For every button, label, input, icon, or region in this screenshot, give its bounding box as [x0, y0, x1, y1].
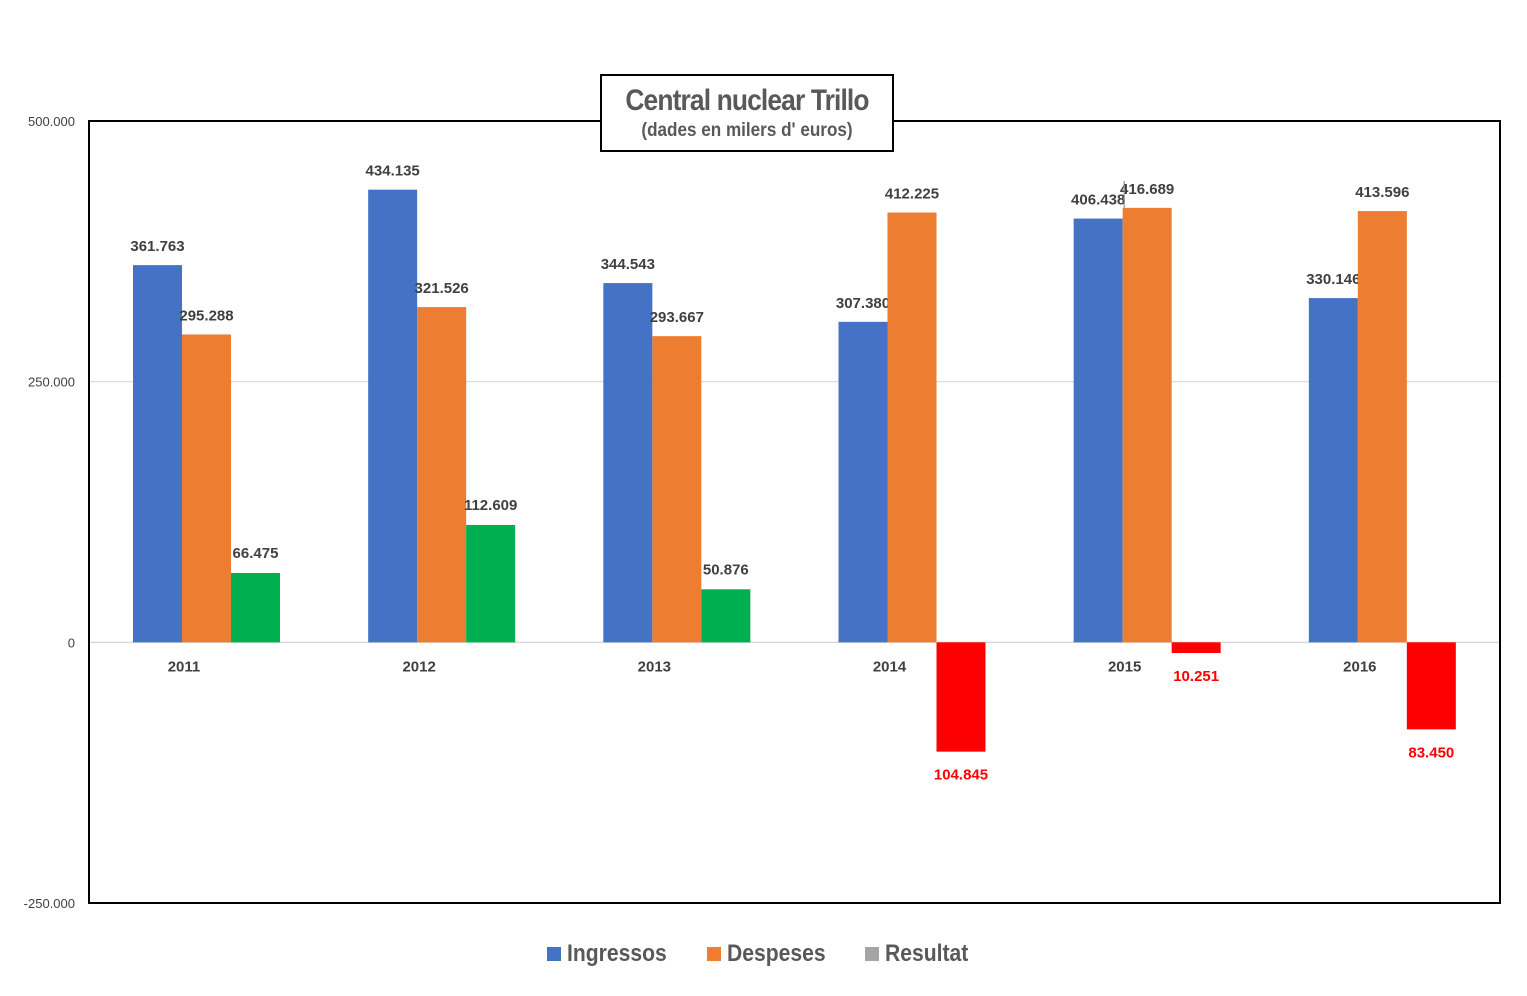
legend-swatch-resultat — [864, 947, 879, 961]
legend-item-resultat: Resultat — [864, 940, 980, 968]
legend-item-ingressos: Ingressos — [547, 940, 680, 968]
legend-label-resultat: Resultat — [884, 940, 969, 967]
bar-despeses-2016 — [1357, 211, 1407, 643]
x-tick-label: 2011 — [168, 658, 201, 675]
data-label-ingressos-2012: 434.135 — [366, 163, 420, 180]
bar-ingressos-2016 — [1308, 298, 1358, 643]
bar-resultat-2016 — [1406, 642, 1456, 730]
x-tick-label: 2016 — [1343, 658, 1376, 675]
bar-resultat-2015 — [1171, 642, 1221, 654]
bar-despeses-2015 — [1122, 207, 1172, 643]
bar-ingressos-2012 — [368, 189, 418, 643]
chart-title-box: Central nuclear Trillo (dades en milers … — [600, 74, 894, 152]
data-label-despeses-2011: 295.288 — [179, 307, 233, 324]
data-label-ingressos-2015: 406.438 — [1071, 192, 1125, 209]
data-label-ingressos-2011: 361.763 — [130, 238, 184, 255]
bar-resultat-2014 — [936, 642, 986, 752]
bar-resultat-2012 — [466, 524, 516, 643]
data-label-resultat-2012: 112.609 — [464, 497, 517, 514]
legend-label-ingressos: Ingressos — [567, 940, 668, 967]
data-label-ingressos-2014: 307.380 — [836, 295, 890, 312]
bar-ingressos-2013 — [603, 283, 653, 643]
plot-border — [88, 120, 1501, 904]
chart-title: Central nuclear Trillo — [625, 84, 869, 117]
data-label-ingressos-2013: 344.543 — [601, 256, 655, 273]
bar-despeses-2014 — [887, 212, 937, 643]
bar-despeses-2013 — [652, 336, 702, 643]
legend-swatch-ingressos — [547, 947, 562, 961]
data-label-ingressos-2016: 330.146 — [1306, 271, 1360, 288]
legend: Ingressos Despeses Resultat — [0, 940, 1527, 968]
y-tick-label: -250.000 — [24, 896, 75, 911]
bar-despeses-2012 — [417, 307, 467, 643]
bar-ingressos-2015 — [1073, 218, 1123, 643]
legend-item-despeses: Despeses — [706, 940, 839, 968]
x-tick-label: 2015 — [1108, 658, 1141, 675]
y-tick-label: 0 — [68, 635, 75, 650]
y-tick-label: 500.000 — [28, 114, 75, 129]
data-label-despeses-2013: 293.667 — [650, 309, 704, 326]
bar-ingressos-2011 — [133, 265, 182, 643]
legend-swatch-despeses — [706, 947, 721, 961]
data-label-resultat-2014: 104.845 — [934, 767, 988, 784]
x-tick-label: 2013 — [638, 658, 671, 675]
data-label-despeses-2014: 412.225 — [885, 186, 939, 203]
data-label-resultat-2011: 66.475 — [233, 545, 279, 562]
data-label-despeses-2016: 413.596 — [1355, 184, 1409, 201]
legend-label-despeses: Despeses — [726, 940, 826, 967]
x-tick-label: 2012 — [402, 658, 435, 675]
bar-resultat-2011 — [231, 573, 280, 643]
y-tick-label: 250.000 — [28, 375, 75, 390]
bar-resultat-2013 — [701, 589, 751, 643]
data-label-resultat-2013: 50.876 — [703, 561, 749, 578]
bar-ingressos-2014 — [838, 321, 888, 643]
data-label-despeses-2012: 321.526 — [415, 280, 469, 297]
data-label-resultat-2016: 83.450 — [1408, 744, 1454, 761]
bar-despeses-2011 — [182, 334, 231, 643]
data-label-resultat-2015: 10.251 — [1173, 668, 1219, 685]
chart-subtitle: (dades en milers d' euros) — [641, 120, 853, 141]
data-label-despeses-2015: 416.689 — [1120, 181, 1174, 198]
x-tick-label: 2014 — [873, 658, 907, 675]
